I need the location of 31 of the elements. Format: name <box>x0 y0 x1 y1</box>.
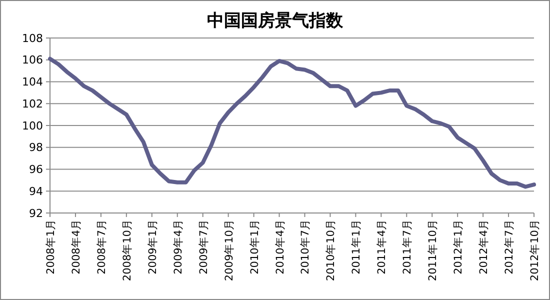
x-tick-label: 2009年7月 <box>198 219 210 274</box>
line-series <box>48 56 536 189</box>
x-tick-label: 2010年4月 <box>274 219 286 274</box>
chart-title: 中国国房景气指数 <box>207 11 344 31</box>
y-tick-label: 106 <box>22 54 43 67</box>
y-tick-label: 104 <box>22 76 43 89</box>
x-tick-label: 2008年4月 <box>70 219 82 274</box>
y-tick-label: 98 <box>29 141 43 154</box>
y-tick-label: 102 <box>22 97 43 110</box>
x-tick-label: 2010年10月 <box>325 219 338 282</box>
y-tick-label: 92 <box>29 206 43 220</box>
x-tick-label: 2009年4月 <box>172 219 184 274</box>
y-tick-label: 108 <box>22 32 43 45</box>
x-tick-label: 2011年4月 <box>376 219 388 274</box>
y-tick-label: 94 <box>29 184 43 198</box>
x-tick-label: 2009年10月 <box>223 219 236 282</box>
x-tick-label: 2009年1月 <box>146 219 159 274</box>
x-tick-label: 2008年7月 <box>96 219 108 274</box>
y-tick-label: 96 <box>29 163 43 176</box>
x-tick-label: 2008年1月 <box>45 219 57 274</box>
x-tick-label: 2012年4月 <box>478 219 490 274</box>
x-tick-label: 2011年1月 <box>350 219 363 274</box>
x-tick-label: 2011年10月 <box>427 219 440 282</box>
x-tick-label: 2012年7月 <box>504 219 516 274</box>
x-tick-label: 2011年7月 <box>402 219 414 274</box>
x-tick-label: 2010年7月 <box>300 219 312 274</box>
x-tick-label: 2010年1月 <box>248 219 261 274</box>
x-tick-label: 2012年1月 <box>452 219 465 274</box>
x-tick-label: 2008年10月 <box>121 219 134 282</box>
x-tick-label: 2012年10月 <box>529 219 541 282</box>
y-tick-label: 100 <box>22 119 43 132</box>
